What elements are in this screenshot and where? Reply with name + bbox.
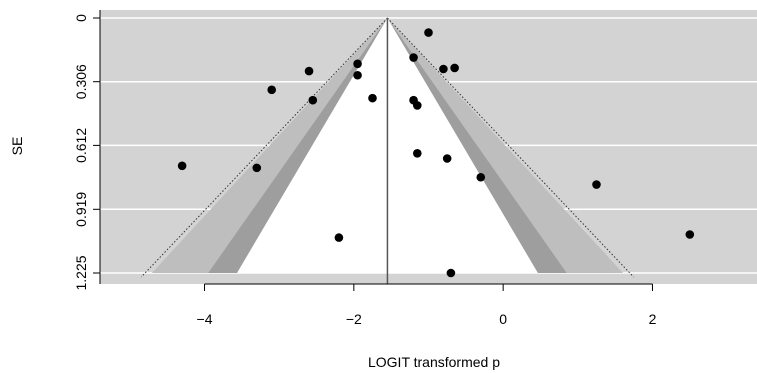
data-point (334, 233, 344, 242)
data-point (424, 28, 433, 37)
data-point (413, 101, 422, 110)
x-tick-label: 2 (649, 311, 657, 327)
data-point (409, 53, 418, 62)
y-tick-label: 0.612 (73, 128, 89, 163)
data-point (368, 93, 377, 103)
data-point (592, 180, 601, 189)
data-point (177, 161, 187, 171)
data-point (476, 172, 486, 182)
data-points (177, 28, 695, 278)
data-point (308, 95, 318, 105)
dotted-limit-left (140, 17, 388, 278)
axes: −4 −2 0 2 0 0.306 0.612 0.919 1.225 (73, 10, 657, 327)
y-tick-label: 0.306 (73, 64, 89, 99)
x-tick-label: −2 (346, 311, 362, 327)
y-tick-label: 0.919 (73, 192, 89, 227)
data-point (252, 163, 262, 173)
x-axis-title: LOGIT transformed p (368, 354, 500, 370)
x-tick-label: −4 (197, 311, 213, 327)
y-tick-label: 0 (73, 14, 89, 22)
data-point (304, 66, 314, 76)
y-axis-title: SE (9, 137, 25, 156)
dotted-limit-right (387, 17, 634, 278)
data-point (442, 154, 452, 163)
data-point (450, 63, 459, 73)
data-point (353, 70, 362, 80)
data-point (439, 64, 448, 74)
data-point (267, 85, 277, 95)
data-point (353, 59, 362, 69)
data-point (413, 149, 422, 158)
data-point (685, 230, 695, 239)
y-tick-label: 1.225 (73, 255, 89, 290)
data-point (446, 268, 456, 278)
x-tick-label: 0 (499, 311, 507, 327)
plot-area (100, 10, 757, 284)
